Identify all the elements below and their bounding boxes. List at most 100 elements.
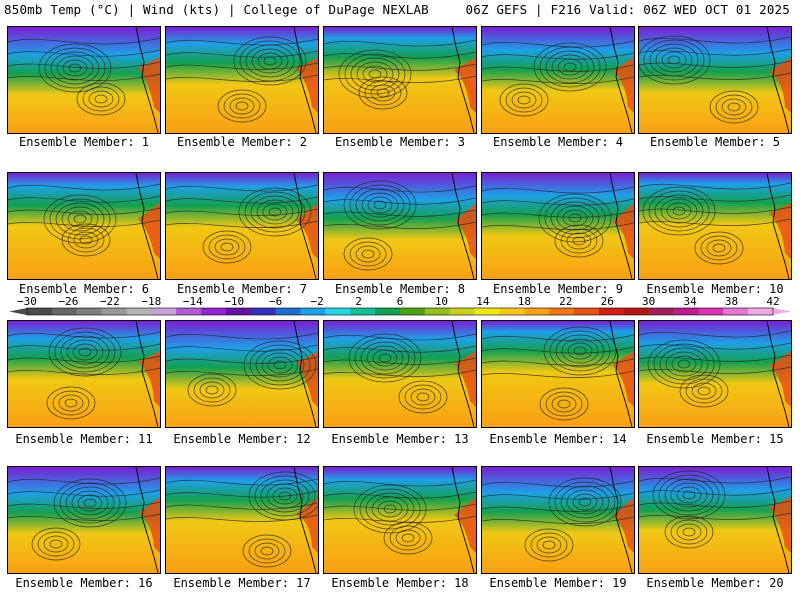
height-contour: [721, 98, 747, 116]
ensemble-member-label: Ensemble Member: 13: [331, 432, 469, 446]
height-contour: [205, 385, 219, 395]
height-contour: [482, 480, 634, 488]
coastline: [766, 27, 790, 133]
height-contour: [482, 222, 634, 230]
colorbar-segment: [275, 308, 301, 315]
height-contour: [217, 89, 267, 123]
temperature-field: [324, 173, 476, 279]
height-contour: [578, 497, 592, 507]
height-contour: [67, 227, 105, 253]
colorbar-segment: [598, 308, 625, 315]
height-contour: [664, 515, 714, 549]
height-contour: [166, 62, 318, 70]
height-contour: [667, 55, 681, 65]
height-contour: [256, 199, 294, 225]
coastline: [766, 173, 790, 279]
height-contour: [193, 377, 231, 403]
height-contour: [545, 391, 583, 417]
ensemble-map-panel: [7, 466, 161, 574]
height-contour: [482, 504, 634, 512]
height-contour: [643, 39, 705, 81]
ensemble-map-panel: [323, 320, 477, 428]
height-contour: [187, 373, 237, 407]
colorbar-tick-label: 42: [766, 296, 779, 308]
height-contour: [324, 197, 476, 205]
height-contour: [71, 490, 109, 516]
height-contour: [367, 196, 393, 214]
temperature-map: [482, 27, 634, 133]
temperature-field: [324, 27, 476, 133]
height-contour: [373, 200, 387, 210]
colorbar-tick-label: 14: [476, 296, 490, 308]
height-contour: [358, 76, 408, 110]
height-contour: [324, 51, 476, 59]
temperature-field: [639, 27, 791, 133]
colorbar-tick-label: −2: [310, 296, 323, 308]
height-contour: [639, 366, 791, 374]
ensemble-map-panel: [165, 172, 319, 280]
temperature-field: [482, 321, 634, 427]
temperature-field: [482, 173, 634, 279]
height-contour: [482, 198, 634, 206]
height-contour: [530, 532, 568, 558]
ensemble-member-label: Ensemble Member: 5: [649, 135, 781, 149]
height-contour: [94, 94, 108, 104]
height-contour: [324, 333, 476, 341]
height-contour: [83, 498, 97, 508]
height-contour: [233, 36, 307, 86]
coastline: [451, 467, 475, 573]
height-contour: [482, 516, 634, 524]
warm-anomaly: [612, 351, 634, 407]
height-contour: [664, 478, 714, 512]
height-contour: [8, 49, 160, 57]
ensemble-member-label: Ensemble Member: 11: [15, 432, 153, 446]
height-contour: [355, 188, 405, 222]
colorbar-segment: [474, 308, 500, 315]
colorbar-segment: [151, 308, 177, 315]
height-contour: [166, 502, 318, 510]
height-contour: [639, 488, 791, 496]
height-contour: [8, 73, 160, 81]
coastline: [135, 173, 159, 279]
colorbar-segment: [748, 308, 774, 315]
height-contour: [8, 219, 160, 227]
temperature-field: [639, 173, 791, 279]
ensemble-member-label: Ensemble Member: 16: [15, 576, 153, 590]
ensemble-member-label: Ensemble Member: 20: [646, 576, 784, 590]
height-contour: [511, 91, 537, 109]
coastline: [135, 27, 159, 133]
ensemble-member-label: Ensemble Member: 6: [18, 282, 150, 296]
height-contour: [249, 344, 311, 386]
height-contour: [524, 528, 574, 562]
height-contour: [350, 57, 400, 91]
warm-anomaly: [769, 497, 791, 553]
height-contour: [254, 542, 280, 560]
ensemble-map-panel: [323, 466, 477, 574]
height-contour: [268, 207, 282, 217]
height-contour: [53, 478, 127, 528]
height-contour: [676, 486, 702, 504]
height-contour: [353, 484, 427, 534]
height-contour: [166, 50, 318, 58]
temperature-field: [166, 467, 318, 573]
height-contour: [8, 513, 160, 521]
height-contour: [60, 335, 110, 369]
temperature-map: [8, 173, 160, 279]
height-contour: [349, 184, 411, 226]
ensemble-member-label: Ensemble Member: 12: [173, 432, 311, 446]
colorbar-segment: [648, 308, 674, 315]
height-contour: [8, 61, 160, 69]
height-contour: [324, 75, 476, 83]
colorbar-tick-label: 26: [601, 296, 614, 308]
height-contour: [61, 206, 99, 232]
warm-anomaly: [296, 497, 318, 553]
height-contour: [8, 477, 160, 485]
height-contour: [49, 539, 63, 549]
height-contour: [44, 47, 106, 89]
height-contour: [343, 237, 393, 271]
coastline: [293, 173, 317, 279]
warm-anomaly: [769, 351, 791, 407]
warm-anomaly: [454, 203, 476, 259]
height-contour: [706, 239, 732, 257]
height-contour: [671, 355, 697, 373]
